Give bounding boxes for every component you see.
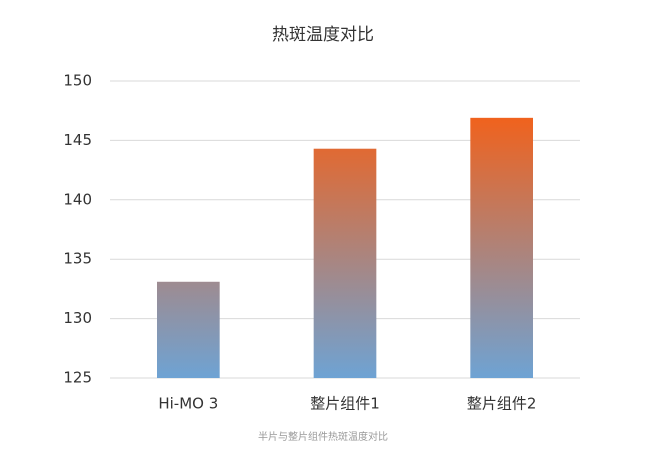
y-tick-label: 135	[63, 250, 92, 268]
y-tick-label: 140	[63, 190, 92, 208]
x-tick-label: 整片组件2	[467, 395, 537, 413]
caption: 半片与整片组件热斑温度对比	[258, 430, 388, 443]
bar	[313, 148, 377, 378]
x-tick-label: Hi-MO 3	[158, 395, 218, 413]
y-tick-label: 125	[63, 369, 92, 387]
y-tick-label: 130	[63, 309, 92, 327]
y-tick-label: 150	[63, 72, 92, 90]
y-tick-label: 145	[63, 131, 92, 149]
bar	[157, 281, 220, 378]
bar	[470, 117, 533, 378]
chart-title: 热斑温度对比	[272, 25, 374, 45]
x-tick-label: 整片组件1	[310, 395, 380, 413]
